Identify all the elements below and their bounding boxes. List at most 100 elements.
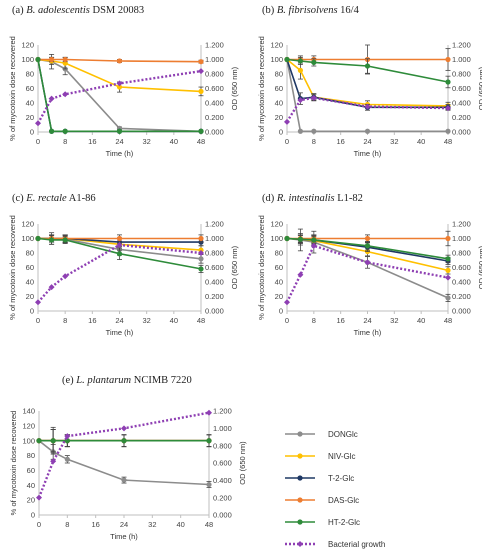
data-point — [364, 63, 371, 69]
y-tick-label: 80 — [26, 249, 34, 258]
y-tick-label: 20 — [26, 292, 34, 301]
data-point — [121, 438, 127, 444]
legend-item: DAS-Glc — [285, 496, 359, 505]
y2-tick-label: 1.000 — [452, 55, 471, 64]
x-tick-label: 8 — [63, 137, 67, 146]
data-point — [116, 128, 123, 134]
y-tick-label: 80 — [26, 70, 34, 79]
y2-tick-label: 0.200 — [452, 292, 471, 301]
y-tick-label: 0 — [30, 307, 34, 316]
series-line — [285, 96, 449, 123]
y-tick-label: 20 — [26, 113, 34, 122]
y2-tick-label: 0.200 — [213, 493, 232, 502]
data-point — [50, 438, 56, 444]
data-point — [206, 481, 212, 488]
legend-label: T-2-Glc — [328, 474, 354, 483]
chart-title-prefix: (a) — [12, 5, 26, 16]
series-line — [36, 69, 202, 124]
y-tick-label: 0 — [279, 128, 283, 137]
data-point — [48, 284, 55, 291]
y-tick-label: 0 — [279, 307, 283, 316]
y2-tick-label: 0.600 — [213, 459, 232, 468]
chart-title-species: B. adolescentis — [26, 5, 90, 16]
series-line — [285, 244, 449, 303]
chart-title-species: E. rectale — [25, 193, 67, 204]
x-tick-label: 48 — [444, 137, 452, 146]
y2-tick-label: 0.400 — [452, 278, 471, 287]
y2-tick-label: 1.000 — [205, 234, 224, 243]
chart-title-strain: A1-86 — [67, 193, 96, 204]
data-point — [48, 95, 55, 102]
y-tick-label: 80 — [275, 70, 283, 79]
y2-tick-label: 0.200 — [452, 113, 471, 122]
y2-axis-label: OD (650 nm) — [230, 245, 239, 289]
x-tick-label: 48 — [197, 316, 205, 325]
x-tick-label: 40 — [417, 316, 425, 325]
chart-title-prefix: (c) — [12, 193, 26, 204]
data-point — [297, 128, 304, 134]
legend-marker — [297, 497, 303, 503]
x-tick-label: 0 — [285, 137, 289, 146]
legend-marker — [297, 431, 303, 437]
chart-panel-2: (c) E. rectale A1-860204060801001200.000… — [8, 193, 239, 337]
data-point — [35, 299, 41, 306]
y-tick-label: 60 — [26, 84, 34, 93]
data-point — [445, 128, 451, 134]
y-tick-label: 20 — [275, 113, 283, 122]
y2-tick-label: 0.800 — [205, 70, 224, 79]
data-point — [364, 259, 371, 266]
series-ht-2-glc — [35, 56, 204, 134]
x-tick-label: 40 — [170, 316, 178, 325]
y2-axis-label: OD (650 nm) — [477, 245, 482, 289]
data-point — [284, 235, 290, 242]
chart-panel-3: (d) R. intestinalis L1-82020406080100120… — [257, 193, 482, 337]
data-point — [198, 235, 204, 242]
y-tick-label: 40 — [275, 278, 283, 287]
y2-tick-label: 0.600 — [205, 84, 224, 93]
data-point — [198, 266, 204, 272]
y-tick-label: 40 — [275, 99, 283, 108]
x-axis-label: Time (h) — [110, 532, 138, 541]
y-tick-label: 100 — [270, 55, 283, 64]
y2-tick-label: 0.000 — [452, 307, 471, 316]
legend-item: DONGlc — [285, 430, 358, 439]
x-tick-label: 0 — [36, 137, 40, 146]
y-axis-label: % of mycotoxin dose recovered — [257, 215, 266, 320]
chart-panel-1: (b) B. fibrisolvens 16/40204060801001200… — [257, 5, 482, 158]
legend-label: HT-2-Glc — [328, 518, 360, 527]
data-point — [121, 425, 127, 432]
chart-title: (b) B. fibrisolvens 16/4 — [262, 5, 360, 16]
chart-title-strain: L1-82 — [335, 193, 363, 204]
legend-label: NIV-Glc — [328, 452, 356, 461]
y2-tick-label: 0.000 — [205, 128, 224, 137]
data-point — [35, 235, 41, 242]
data-point — [198, 250, 204, 256]
y-tick-label: 120 — [22, 421, 35, 430]
y-tick-label: 60 — [275, 84, 283, 93]
x-tick-label: 8 — [65, 520, 69, 529]
data-point — [284, 299, 290, 306]
data-point — [36, 438, 42, 444]
y2-tick-label: 1.200 — [452, 220, 471, 229]
data-point — [35, 56, 41, 63]
x-tick-label: 32 — [142, 137, 150, 146]
chart-title-strain: NCIMB 7220 — [131, 375, 192, 386]
chart-title-strain: 16/4 — [338, 5, 360, 16]
data-point — [364, 243, 371, 249]
y-tick-label: 60 — [26, 263, 34, 272]
data-point — [116, 84, 123, 90]
legend-item: Bacterial growth — [285, 540, 385, 549]
data-point — [297, 271, 304, 278]
data-point — [364, 103, 371, 110]
y2-tick-label: 0.600 — [452, 84, 471, 93]
data-point — [62, 56, 68, 63]
x-tick-label: 48 — [205, 520, 213, 529]
legend-item: NIV-Glc — [285, 452, 356, 461]
series-line — [37, 58, 202, 133]
series-das-glc — [35, 234, 204, 243]
data-point — [62, 237, 68, 243]
data-point — [284, 118, 290, 125]
data-point — [445, 295, 451, 301]
x-tick-label: 8 — [312, 137, 316, 146]
